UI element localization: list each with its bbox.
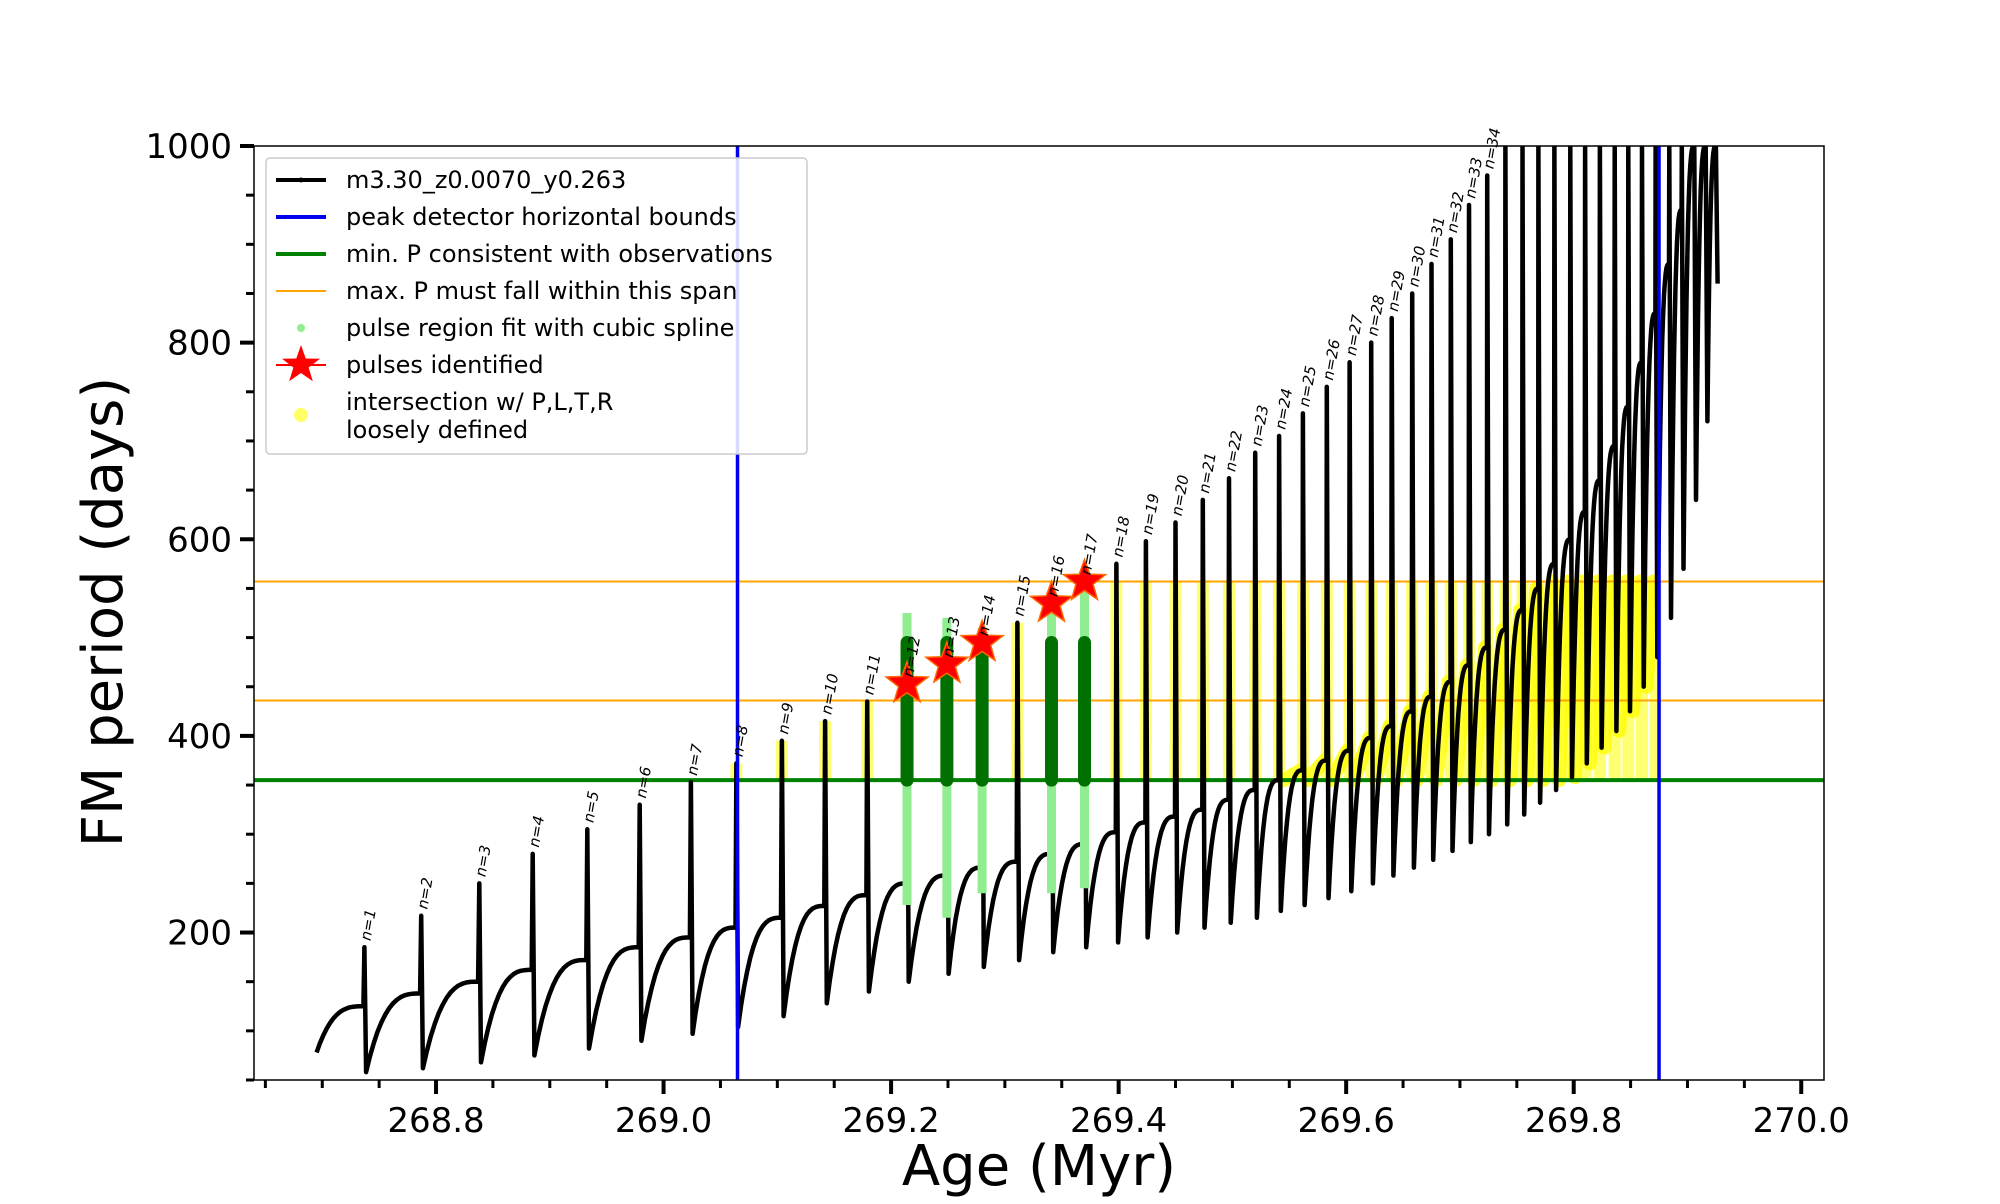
x-axis-title: Age (Myr) [902,1134,1176,1199]
pulse-label-n9: n=9 [774,701,797,735]
x-tick-label: 269.6 [1298,1101,1395,1141]
x-tick-label: 269.4 [1070,1101,1167,1141]
pulse-label-n10: n=10 [817,672,842,716]
x-tick-label: 268.8 [387,1101,484,1141]
pulse-fit-layer [900,573,1092,918]
x-tick-label: 269.8 [1525,1101,1622,1141]
legend-box [265,157,808,455]
legend-swatch-5 [282,345,320,382]
y-tick-label: 400 [167,717,232,757]
axes-layer: 268.8 269.0 269.2 269.4 269.6 269.8 270.0 200 40… [145,127,1849,1141]
y-tick-label: 600 [167,520,232,560]
pulse-label-n15: n=15 [1010,574,1035,618]
y-tick-label: 200 [167,914,232,954]
pulse-label-n29: n=29 [1384,269,1409,313]
pulse-label-n19: n=19 [1138,492,1163,536]
x-tick-label: 270.0 [1753,1101,1850,1141]
x-tick-label: 269.2 [842,1101,939,1141]
pulse-star-n12 [883,659,931,704]
pulse-label-n7: n=7 [683,742,706,777]
pulse-label-n20: n=20 [1168,474,1193,518]
y-tick-label: 1000 [145,127,232,167]
intersection-band-38 [1551,574,1576,788]
pulse-star-n16 [1028,578,1075,623]
pulse-star-n13 [923,639,970,684]
model-curve-layer [314,146,1720,1075]
pulse-star-n17 [1061,557,1108,602]
legend-label-1: peak detector horizontal bounds [346,203,737,231]
y-axis-title: FM period (days) [71,377,136,847]
legend-swatch-4 [297,324,305,332]
pulse-label-n2: n=2 [413,876,436,910]
model-track-m3.30_z0.0070_y0.263 [314,146,1720,1075]
pulse-label-n6: n=6 [632,765,655,799]
pulse-label-n4: n=4 [525,814,548,848]
pulse-label-n8: n=8 [729,724,752,758]
pulse-label-n3: n=3 [472,844,495,878]
plot-frame [253,145,1825,1081]
intersection-band-43 [1625,574,1647,719]
pulse-label-n26: n=26 [1319,338,1344,382]
pulse-label-n16: n=16 [1044,554,1069,598]
legend-label-6: intersection w/ P,L,T,R [346,388,613,416]
legend-label-4: pulse region fit with cubic spline [346,314,734,342]
legend-label-5: pulses identified [346,351,544,379]
legend-label-0: m3.30_z0.0070_y0.263 [346,166,626,194]
intersection-band-41 [1597,574,1620,755]
pulse-label-n21: n=21 [1195,451,1220,495]
pulse-label-n5: n=5 [580,790,603,824]
pulse-label-n34: n=34 [1479,127,1504,171]
pulse-label-n25: n=25 [1295,364,1320,408]
identified-pulses-layer [883,557,1108,704]
intersection-band-42 [1612,574,1634,738]
pulse-label-n22: n=22 [1221,429,1246,473]
pulse-star-n14 [959,618,1006,663]
pulse-label-n28: n=28 [1363,294,1388,338]
pulse-label-n11: n=11 [859,653,884,697]
y-tick-label: 800 [167,324,232,364]
intersection-band-44 [1639,574,1661,694]
intersection-band-34 [1484,622,1511,788]
intersection-band-35 [1503,603,1528,788]
legend-swatch-6 [294,408,308,422]
x-tick-label: 269.0 [615,1101,712,1141]
intersection-band-36 [1520,581,1544,788]
pulse-label-n1: n=1 [357,908,380,942]
legend-swatch-dot-0 [298,177,304,183]
intersection-band-37 [1535,574,1560,788]
pulse-label-n24: n=24 [1271,387,1296,431]
pulse-label-n23: n=23 [1247,404,1272,448]
legend-label-2: min. P consistent with observations [346,240,773,268]
intersection-band-40 [1582,574,1605,771]
intersection-band-39 [1567,574,1590,785]
pulse-label-n14: n=14 [974,594,999,638]
legend-label-6-line2: loosely defined [346,416,528,444]
legend-label-3: max. P must fall within this span [346,277,737,305]
pulse-label-n17: n=17 [1077,532,1102,576]
pulse-label-n18: n=18 [1109,515,1134,559]
